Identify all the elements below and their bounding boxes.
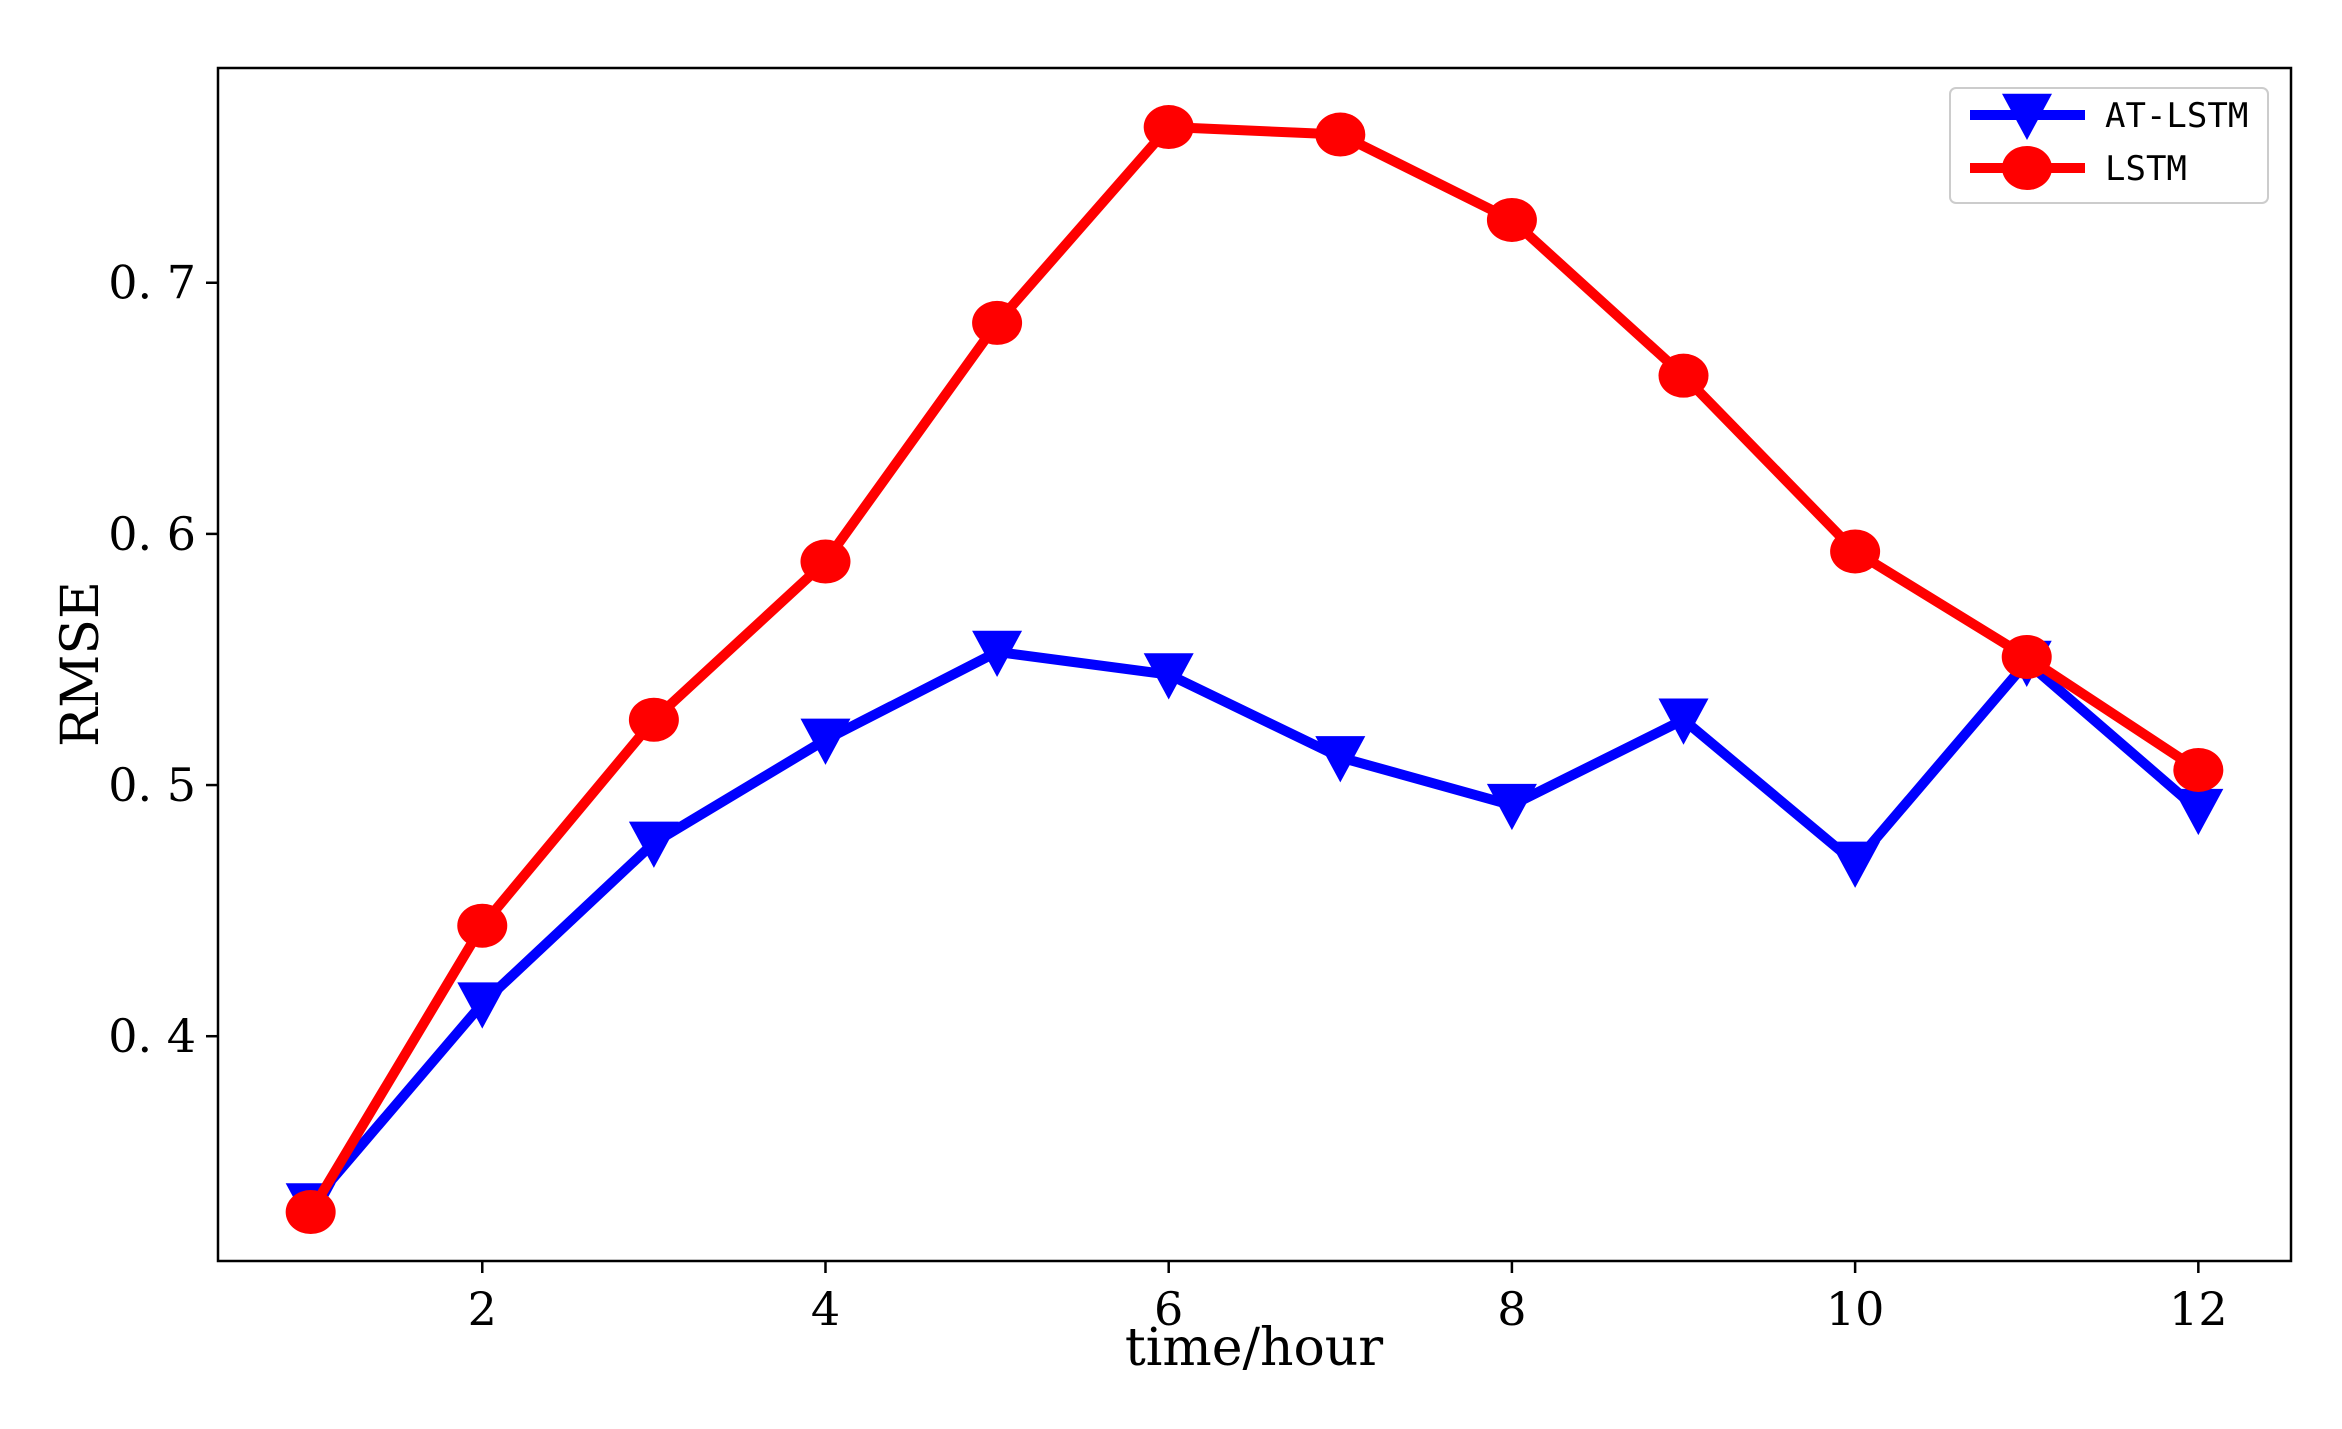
series-line	[305, 646, 2204, 1210]
circle-marker	[1830, 529, 1881, 574]
x-tick-label: 4	[811, 1282, 840, 1336]
triangle-marker	[972, 630, 1023, 677]
triangle-marker	[1658, 698, 1709, 745]
x-tick-label: 8	[1497, 1282, 1526, 1336]
circle-marker	[1143, 105, 1194, 150]
triangle-marker	[1315, 736, 1366, 783]
circle-marker	[972, 300, 1023, 345]
x-tick-label: 10	[1826, 1282, 1885, 1336]
legend-swatch-marker	[2002, 93, 2052, 140]
series-at-lstm	[285, 630, 2224, 1230]
legend-swatch-marker	[2002, 146, 2052, 190]
circle-marker	[457, 903, 508, 948]
series-layer	[285, 105, 2224, 1235]
circle-marker	[2173, 747, 2224, 792]
x-tick-label: 2	[468, 1282, 497, 1336]
plot-frame	[216, 66, 2293, 1263]
legend-label: LSTM	[2105, 149, 2187, 189]
x-tick-label: 6	[1154, 1282, 1183, 1336]
y-tick-label: 0. 4	[108, 1009, 196, 1063]
x-tick-label: 12	[2169, 1282, 2228, 1336]
series-lstm	[285, 105, 2224, 1235]
y-tick-label: 0. 5	[108, 758, 196, 812]
legend: AT-LSTM LSTM	[1949, 87, 2269, 204]
y-axis-ticks: 0. 4 0. 5 0. 6 0. 7	[108, 256, 218, 1063]
triangle-marker	[1143, 653, 1194, 700]
circle-marker	[285, 1190, 336, 1235]
x-axis-ticks: 2 4 6 8 10 12	[468, 1261, 2228, 1336]
y-tick-label: 0. 7	[108, 256, 196, 310]
x-axis-label: time/hour	[1125, 1318, 1383, 1378]
circle-marker	[1658, 353, 1709, 398]
y-axis-label: RMSE	[51, 581, 111, 747]
triangle-marker	[2173, 788, 2224, 836]
y-tick-label: 0. 6	[108, 507, 196, 561]
circle-marker	[1315, 112, 1366, 157]
circle-marker	[2001, 634, 2052, 679]
circle-marker	[1486, 197, 1537, 242]
triangle-marker	[1486, 783, 1537, 831]
triangle-marker	[457, 982, 508, 1029]
triangle-marker	[1830, 841, 1881, 888]
circle-marker	[628, 697, 679, 742]
series-line	[305, 122, 2204, 1218]
circle-marker	[800, 539, 851, 584]
triangle-marker	[800, 718, 851, 765]
triangle-marker	[628, 821, 679, 868]
legend-label: AT-LSTM	[2105, 96, 2248, 136]
